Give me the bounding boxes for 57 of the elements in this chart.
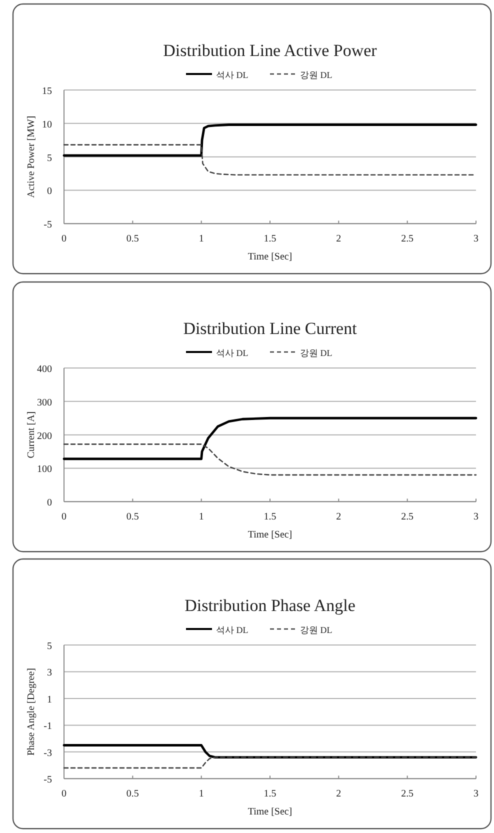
y-tick-label: 0 [47, 497, 52, 508]
x-tick-label: 0.5 [126, 788, 139, 800]
chart-title: Distribution Line Active Power [163, 41, 378, 60]
x-tick-label: 2.5 [401, 234, 414, 245]
chart-title: Distribution Line Current [183, 318, 358, 338]
y-tick-label: 100 [37, 464, 52, 475]
y-axis-title: Phase Angle [Degree] [26, 668, 38, 756]
x-tick-label: 2 [336, 788, 342, 800]
legend-label: 석사 DL [216, 70, 248, 80]
line-series [62, 416, 478, 460]
x-axis-title: Time [Sec] [248, 529, 292, 540]
line-series [63, 756, 477, 769]
legend-label: 석사 DL [216, 348, 248, 358]
x-axis-title: Time [Sec] [248, 252, 292, 263]
y-tick-label: 5 [47, 152, 52, 164]
x-tick-label: 2 [336, 511, 342, 522]
x-tick-label: 2 [336, 234, 342, 245]
x-tick-label: 1 [198, 511, 204, 522]
x-tick-label: 1.5 [264, 234, 276, 245]
y-tick-label: 10 [42, 119, 52, 130]
legend-label: 강원 DL [300, 70, 332, 80]
x-tick-label: 3 [473, 788, 478, 800]
x-tick-label: 3 [473, 234, 478, 245]
y-axis-title: Active Power [MW] [26, 116, 38, 198]
x-tick-label: 1.5 [264, 511, 276, 522]
x-tick-label: 2.5 [401, 511, 414, 522]
line-series [62, 744, 478, 759]
y-tick-label: -5 [44, 774, 52, 786]
x-tick-label: 0.5 [126, 234, 139, 245]
x-tick-label: 3 [473, 511, 478, 522]
x-tick-label: 0 [62, 234, 67, 245]
x-tick-label: 1.5 [264, 788, 276, 800]
y-tick-label: 300 [37, 397, 52, 408]
x-tick-label: 0 [62, 511, 67, 522]
y-tick-label: -1 [44, 722, 52, 733]
line-series [62, 124, 478, 157]
x-tick-label: 0 [62, 788, 67, 800]
y-tick-label: 400 [37, 364, 52, 375]
x-tick-label: 0.5 [126, 511, 139, 522]
y-tick-label: 0 [47, 186, 52, 198]
chart-title: Distribution Phase Angle [184, 596, 356, 616]
legend-label: 강원 DL [300, 625, 332, 636]
line-series [63, 443, 477, 476]
y-tick-label: -5 [44, 220, 52, 231]
y-tick-label: 5 [47, 641, 52, 652]
x-axis-title: Time [Sec] [248, 806, 292, 818]
x-tick-label: 2.5 [401, 788, 414, 800]
x-tick-label: 1 [198, 788, 204, 800]
y-tick-label: 15 [42, 86, 52, 97]
y-tick-label: 200 [37, 430, 52, 442]
legend-label: 강원 DL [300, 348, 332, 358]
x-tick-label: 1 [198, 234, 204, 245]
y-tick-label: 3 [47, 668, 52, 680]
y-tick-label: 1 [47, 694, 52, 706]
y-tick-label: -3 [44, 748, 52, 760]
y-axis-title: Current [A] [26, 411, 38, 458]
legend-label: 석사 DL [216, 625, 248, 636]
